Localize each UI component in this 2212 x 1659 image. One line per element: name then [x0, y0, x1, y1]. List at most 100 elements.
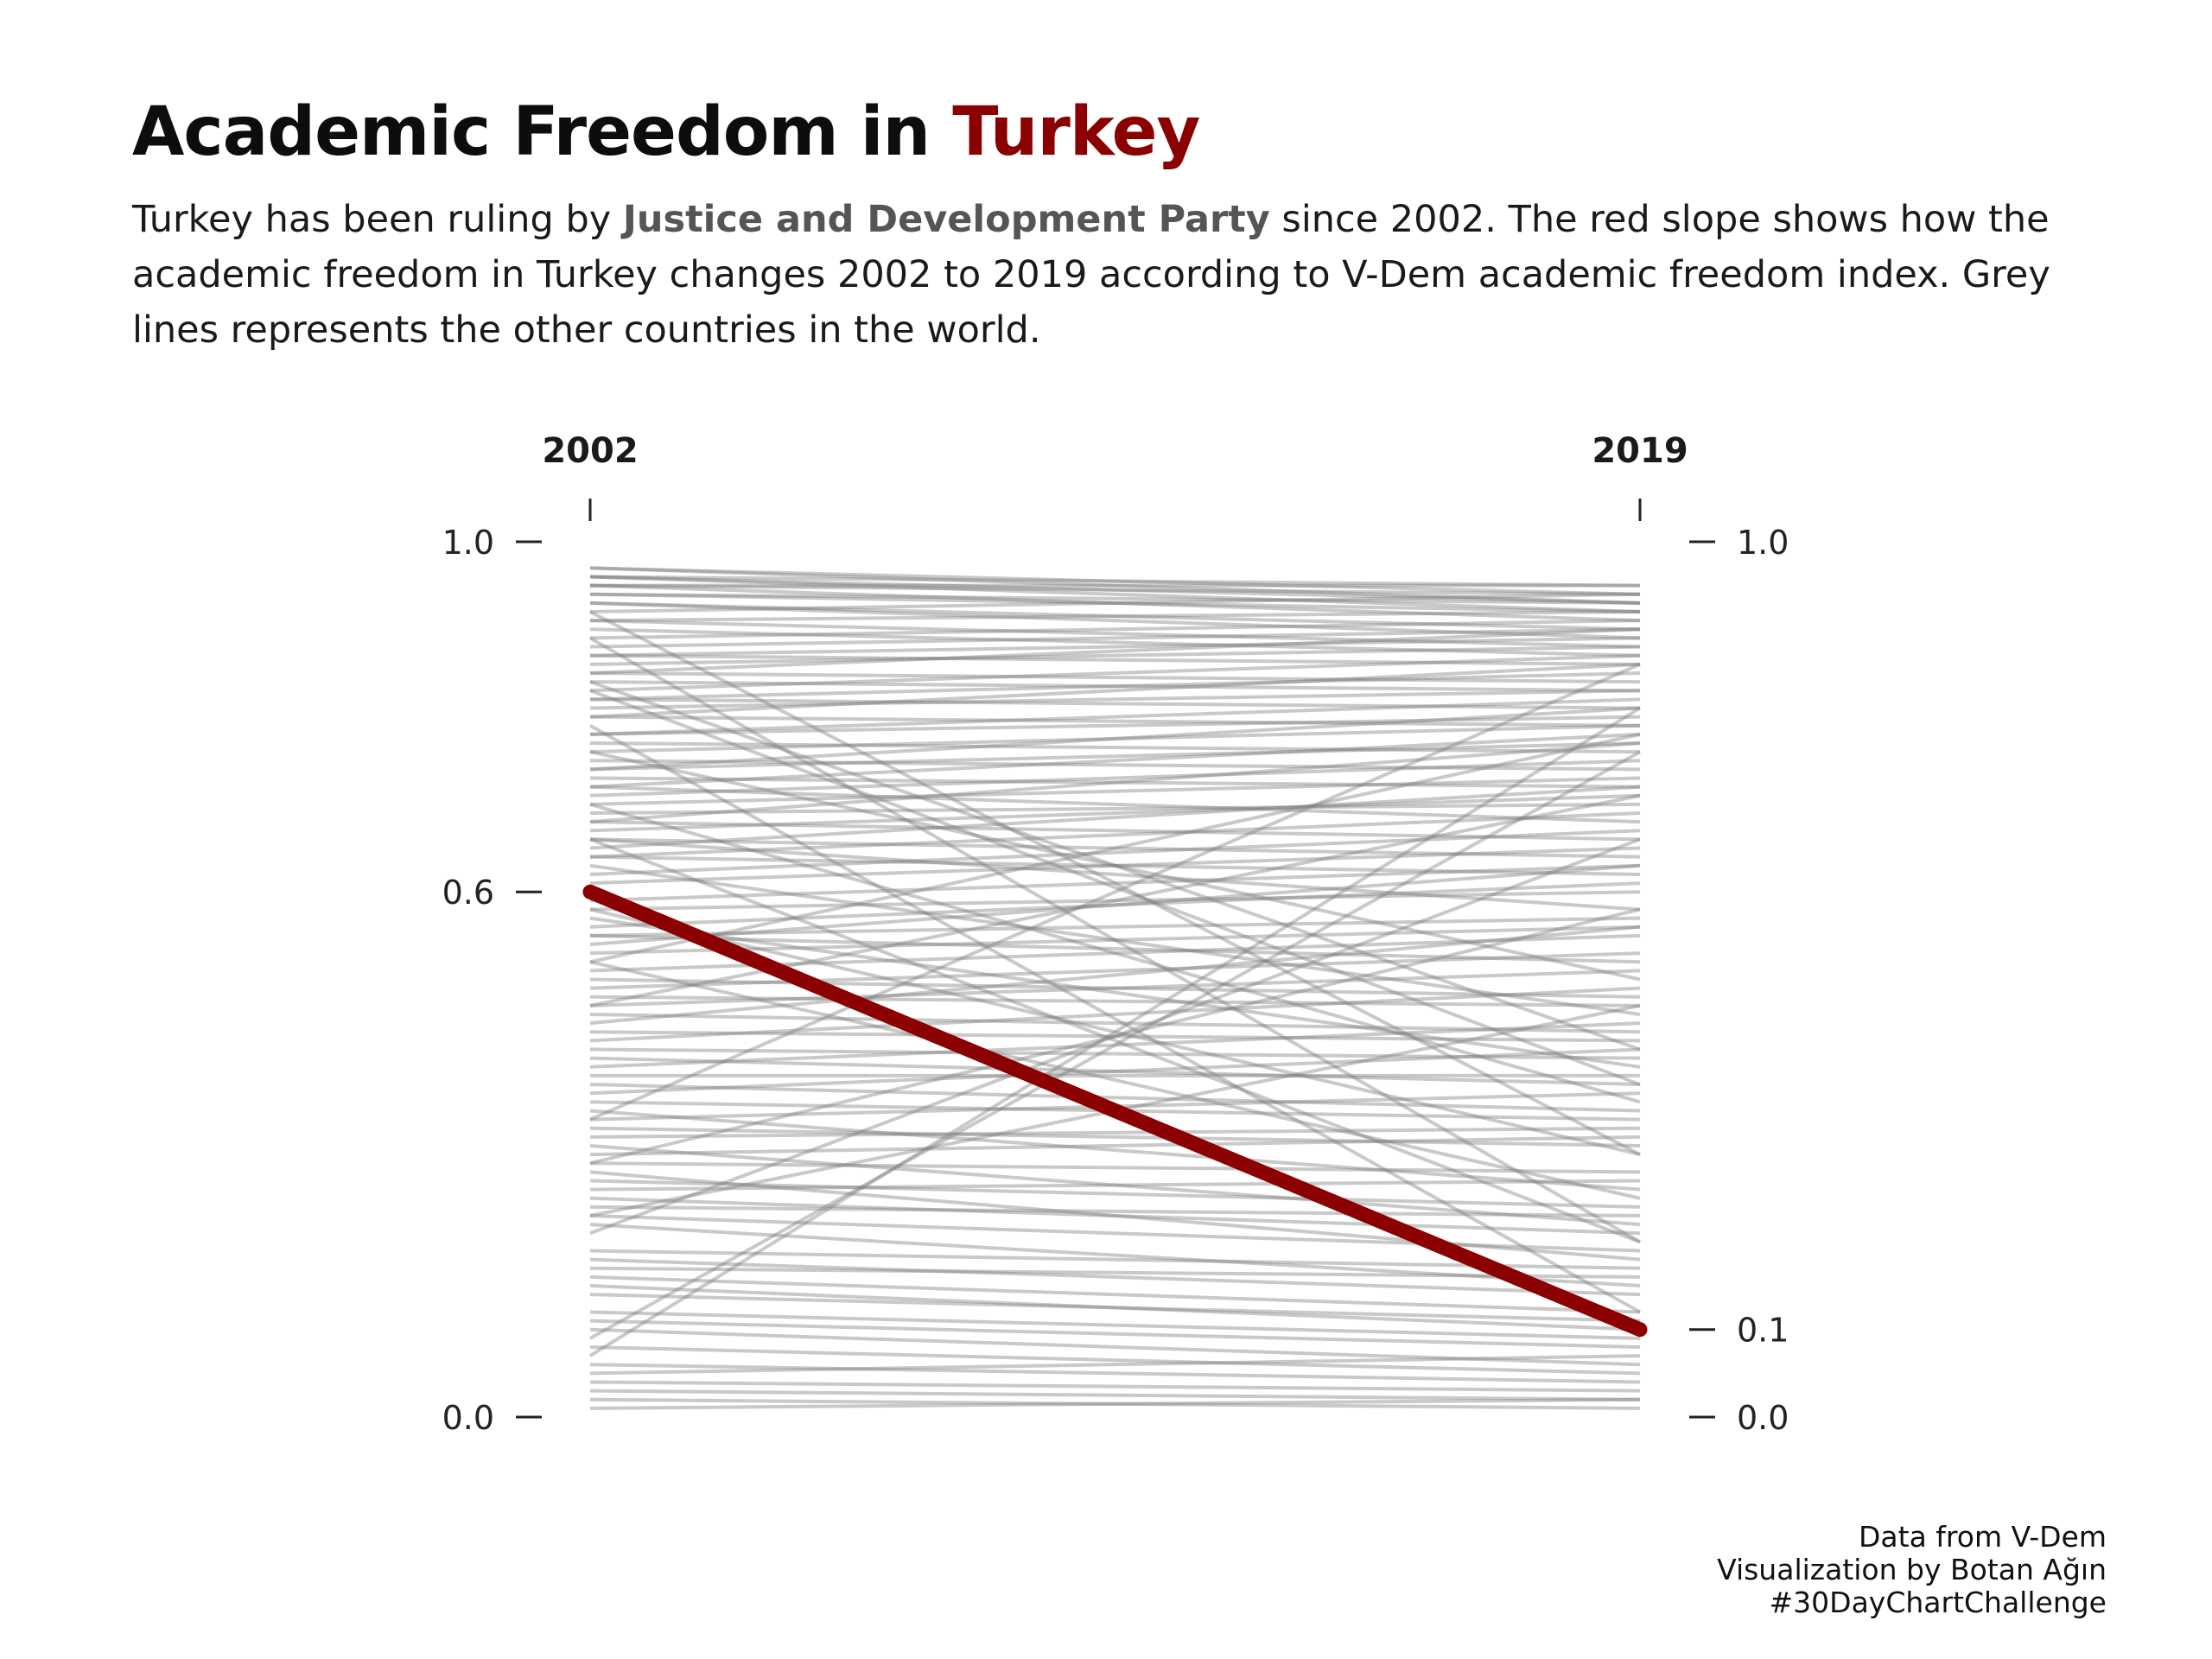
country-line	[589, 1397, 1641, 1410]
country-line	[589, 785, 1641, 824]
chart-title: Academic Freedom in Turkey	[132, 93, 1200, 171]
country-line	[589, 627, 1641, 649]
title-highlight: Turkey	[952, 93, 1200, 171]
country-line	[589, 1380, 1641, 1393]
country-line	[589, 837, 1641, 1236]
country-line	[589, 689, 1641, 1086]
country-line	[589, 636, 1641, 1244]
country-line	[589, 811, 1641, 859]
country-line	[589, 627, 1641, 675]
country-line	[589, 855, 1641, 876]
country-line	[589, 723, 1641, 1314]
country-line	[589, 732, 1641, 964]
country-line	[589, 636, 1641, 658]
country-line	[589, 1126, 1641, 1139]
country-line	[589, 969, 1641, 1007]
country-line	[589, 759, 1641, 772]
country-line	[589, 750, 1641, 1340]
country-line	[589, 1249, 1641, 1270]
country-line	[589, 1083, 1641, 1113]
country-line	[589, 627, 1641, 658]
left-y-axis: 1.0 0.6 0.0	[442, 524, 542, 1437]
country-line	[589, 575, 1641, 614]
country-line	[589, 1363, 1641, 1384]
caption: Data from V-Dem Visualization by Botan A…	[1717, 1521, 2107, 1619]
country-line	[589, 1126, 1641, 1147]
country-line	[589, 846, 1641, 886]
country-line	[589, 732, 1641, 789]
subtitle-part2: since 2002. The red slope shows how the …	[132, 198, 2050, 352]
country-line	[589, 785, 1641, 850]
country-line	[589, 741, 1641, 754]
country-line	[589, 566, 1641, 596]
chart-subtitle: Turkey has been ruling by Justice and De…	[132, 192, 2120, 358]
subtitle-part1: Turkey has been ruling by	[132, 198, 623, 241]
country-line	[589, 793, 1641, 833]
country-line	[589, 689, 1641, 710]
country-line	[589, 925, 1641, 1026]
right-tick-label: 0.0	[1737, 1399, 1789, 1437]
country-line	[589, 986, 1641, 1043]
country-line	[589, 1056, 1641, 1087]
country-line	[589, 671, 1641, 684]
country-line	[589, 820, 1641, 842]
country-line	[589, 863, 1641, 903]
right-tick-label: 1.0	[1737, 524, 1789, 562]
country-line	[589, 741, 1641, 824]
country-line	[589, 1327, 1641, 1367]
turkey-slope	[582, 884, 1648, 1338]
country-line	[589, 1205, 1641, 1218]
left-tick-label: 0.0	[442, 1399, 494, 1437]
country-line	[589, 881, 1641, 929]
country-line	[589, 1170, 1641, 1262]
country-line	[589, 802, 1641, 1104]
country-line	[589, 750, 1641, 982]
country-line	[589, 977, 1641, 999]
country-line	[589, 829, 1641, 876]
country-line	[589, 1179, 1641, 1192]
right-tick-label: 0.1	[1737, 1312, 1789, 1350]
country-line	[589, 653, 1641, 666]
year-axis: 2002 2019	[542, 431, 1688, 521]
country-line	[589, 1293, 1641, 1323]
country-line	[589, 1397, 1641, 1410]
year-label-2002: 2002	[542, 431, 638, 471]
country-line	[589, 697, 1641, 710]
caption-author: Visualization by Botan Ağın	[1717, 1553, 2107, 1586]
country-line	[589, 925, 1641, 956]
country-line	[589, 1266, 1641, 1279]
country-line	[589, 601, 1641, 632]
country-line	[589, 1109, 1641, 1192]
subtitle-party-name: Justice and Development Party	[622, 198, 1270, 241]
country-line	[589, 1389, 1641, 1402]
turkey-line	[582, 884, 1648, 1338]
country-line	[589, 916, 1641, 938]
country-line	[589, 1284, 1641, 1332]
year-label-2019: 2019	[1592, 431, 1688, 471]
country-line	[589, 645, 1641, 666]
country-line	[589, 1030, 1641, 1043]
country-line	[589, 776, 1641, 789]
country-line	[589, 610, 1641, 623]
country-line	[589, 619, 1641, 649]
country-line	[589, 1047, 1641, 1060]
country-line	[589, 1310, 1641, 1340]
country-line	[589, 680, 1641, 1052]
country-line	[589, 1013, 1641, 1034]
country-line	[589, 863, 1641, 1017]
country-line	[589, 907, 1641, 1157]
country-line	[589, 837, 1641, 912]
country-line	[589, 837, 1641, 1244]
country-line	[589, 1354, 1641, 1376]
country-line	[589, 1344, 1641, 1376]
country-line	[589, 671, 1641, 702]
country-line	[589, 662, 1641, 719]
country-line	[588, 706, 1642, 1357]
country-line	[589, 1179, 1641, 1209]
left-tick-label: 1.0	[442, 524, 494, 562]
country-line	[589, 592, 1641, 614]
country-line	[589, 802, 1641, 816]
country-line	[589, 960, 1641, 1200]
country-line	[589, 662, 1641, 1122]
country-line	[589, 583, 1641, 623]
